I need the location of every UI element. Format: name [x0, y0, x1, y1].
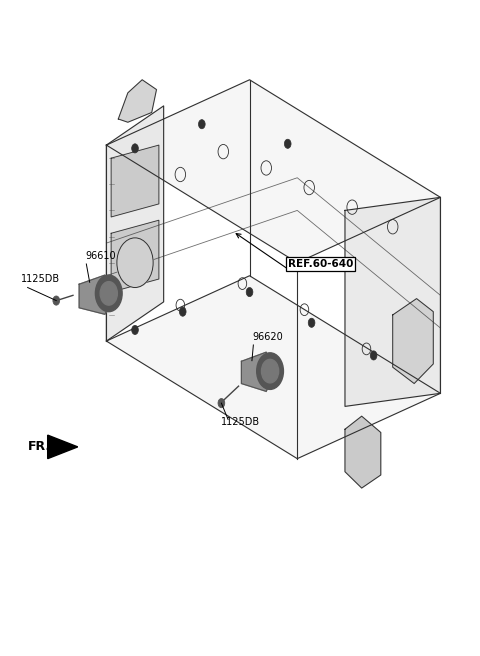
Text: FR.: FR. — [28, 440, 51, 453]
Text: 1125DB: 1125DB — [221, 417, 260, 427]
Circle shape — [180, 307, 186, 316]
Text: 1125DB: 1125DB — [21, 274, 60, 283]
Text: 96620: 96620 — [252, 333, 283, 342]
Polygon shape — [48, 435, 78, 459]
Polygon shape — [111, 220, 159, 292]
Polygon shape — [118, 80, 156, 122]
Text: REF.60-640: REF.60-640 — [288, 259, 353, 269]
Circle shape — [284, 139, 291, 148]
Polygon shape — [107, 276, 441, 459]
Polygon shape — [345, 197, 441, 406]
Circle shape — [132, 325, 138, 335]
Polygon shape — [79, 275, 113, 314]
Circle shape — [132, 144, 138, 153]
Circle shape — [199, 119, 205, 129]
Circle shape — [117, 238, 153, 287]
Circle shape — [370, 351, 377, 360]
Polygon shape — [345, 416, 381, 488]
Polygon shape — [241, 352, 274, 392]
Polygon shape — [107, 106, 164, 341]
Circle shape — [308, 318, 315, 327]
Polygon shape — [393, 298, 433, 384]
Circle shape — [257, 353, 283, 390]
Polygon shape — [107, 80, 441, 262]
Circle shape — [100, 281, 117, 305]
Circle shape — [96, 275, 122, 312]
Circle shape — [262, 359, 279, 383]
Polygon shape — [111, 145, 159, 217]
Circle shape — [218, 399, 225, 407]
Circle shape — [246, 287, 253, 297]
Text: 96610: 96610 — [85, 251, 116, 261]
Circle shape — [53, 296, 60, 305]
